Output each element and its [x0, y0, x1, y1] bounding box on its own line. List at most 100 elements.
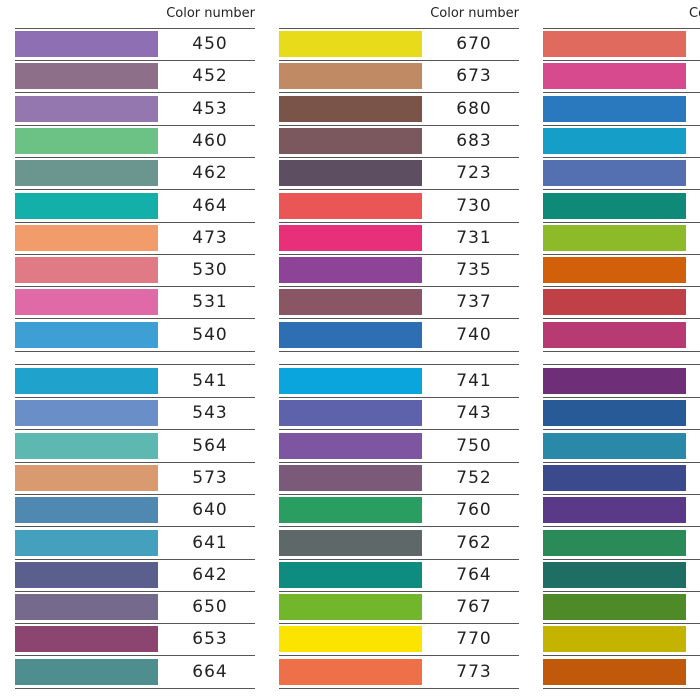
color-swatch — [279, 127, 422, 154]
color-swatch — [543, 63, 686, 90]
color-number: 730 — [456, 195, 492, 216]
rule — [15, 350, 255, 352]
rule — [279, 687, 519, 689]
rule — [279, 92, 519, 94]
rule — [279, 60, 519, 61]
color-number: 723 — [456, 163, 492, 184]
color-number: 752 — [456, 467, 492, 488]
rule — [543, 286, 700, 288]
color-swatch — [543, 368, 686, 394]
color-swatch — [279, 160, 422, 187]
column-header: Color number — [430, 6, 519, 21]
color-swatch — [15, 368, 158, 394]
color-swatch — [279, 224, 422, 251]
color-swatch — [279, 626, 422, 653]
rule — [279, 590, 519, 592]
color-number: 731 — [456, 227, 492, 248]
color-swatch — [15, 626, 158, 653]
color-number: 473 — [192, 227, 228, 248]
rule — [543, 253, 700, 255]
color-number: 670 — [456, 34, 492, 54]
color-swatch — [279, 529, 422, 556]
column-header: Color number — [166, 6, 255, 21]
rule — [543, 364, 700, 365]
color-swatch — [15, 160, 158, 187]
color-swatch — [15, 594, 158, 621]
color-swatch — [543, 432, 686, 459]
color-number: 573 — [192, 467, 228, 488]
color-number: 683 — [456, 130, 492, 151]
rule — [279, 350, 519, 352]
color-number: 541 — [192, 371, 228, 391]
color-swatch — [15, 464, 158, 491]
rule — [543, 318, 700, 320]
rule — [279, 623, 519, 625]
rule — [15, 124, 255, 126]
color-number: 764 — [456, 564, 492, 585]
rule — [279, 318, 519, 320]
color-number: 740 — [456, 324, 492, 345]
color-swatch — [279, 464, 422, 491]
color-swatch — [543, 224, 686, 251]
color-swatch — [15, 561, 158, 588]
color-swatch — [543, 192, 686, 219]
color-swatch — [15, 529, 158, 556]
rule — [15, 221, 255, 223]
rule — [15, 461, 255, 463]
color-swatch — [279, 368, 422, 394]
color-swatch — [279, 257, 422, 284]
rule — [15, 526, 255, 528]
rule — [15, 364, 255, 365]
color-number: 450 — [192, 34, 228, 54]
color-number: 641 — [192, 532, 228, 553]
color-swatch — [15, 31, 158, 57]
rule — [279, 526, 519, 528]
rule — [279, 397, 519, 398]
color-number: 462 — [192, 163, 228, 184]
color-number: 680 — [456, 98, 492, 119]
rule — [543, 221, 700, 223]
rule — [279, 364, 519, 365]
color-swatch — [279, 658, 422, 685]
rule — [543, 60, 700, 61]
rule — [15, 189, 255, 191]
rule — [15, 429, 255, 431]
color-swatch — [15, 257, 158, 284]
color-swatch — [279, 63, 422, 90]
rule — [279, 429, 519, 431]
rule — [15, 318, 255, 320]
color-number: 531 — [192, 292, 228, 313]
rule — [15, 558, 255, 560]
color-number: 770 — [456, 629, 492, 650]
rule — [279, 189, 519, 191]
rule — [279, 558, 519, 560]
rule — [279, 124, 519, 126]
color-swatch — [279, 192, 422, 219]
color-number: 762 — [456, 532, 492, 553]
color-swatch — [279, 400, 422, 427]
color-swatch — [543, 594, 686, 621]
color-swatch — [15, 127, 158, 154]
color-swatch — [543, 95, 686, 122]
color-number: 452 — [192, 66, 228, 87]
rule — [543, 590, 700, 592]
rule — [543, 526, 700, 528]
color-swatch — [279, 289, 422, 316]
color-swatch — [279, 95, 422, 122]
rule — [15, 92, 255, 94]
rule — [15, 623, 255, 625]
color-swatch — [543, 31, 686, 57]
color-swatch — [15, 289, 158, 316]
rule — [543, 623, 700, 625]
color-number: 653 — [192, 629, 228, 650]
rule — [15, 286, 255, 288]
color-swatch — [543, 497, 686, 524]
rule — [279, 655, 519, 657]
color-number: 737 — [456, 292, 492, 313]
color-swatch — [15, 224, 158, 251]
rule — [279, 461, 519, 463]
rule — [543, 92, 700, 94]
column-header: Color number — [689, 6, 700, 21]
color-swatch — [543, 321, 686, 348]
